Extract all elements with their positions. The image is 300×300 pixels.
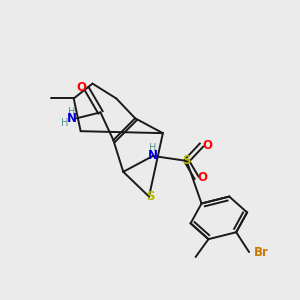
Text: H: H — [149, 143, 157, 153]
Text: N: N — [67, 112, 77, 125]
Text: O: O — [76, 81, 87, 94]
Text: Br: Br — [254, 245, 269, 259]
Text: H: H — [68, 107, 75, 117]
Text: O: O — [202, 139, 212, 152]
Text: S: S — [146, 190, 154, 203]
Text: O: O — [197, 171, 208, 184]
Text: N: N — [148, 149, 158, 162]
Text: H: H — [61, 118, 68, 128]
Text: S: S — [182, 154, 191, 167]
